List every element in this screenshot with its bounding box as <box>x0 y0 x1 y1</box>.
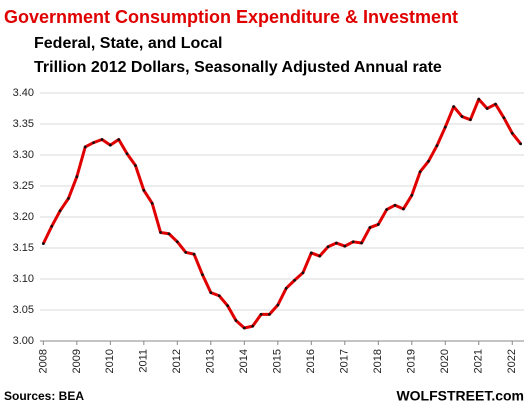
chart-subtitle: Federal, State, and Local <box>34 35 223 52</box>
data-point <box>494 102 497 106</box>
x-tick-label: 2016 <box>305 349 317 373</box>
data-point <box>125 152 129 156</box>
data-point <box>435 144 439 148</box>
y-tick-label: 3.20 <box>13 211 34 223</box>
x-tick-label: 2012 <box>171 349 183 373</box>
data-point <box>385 208 389 211</box>
data-point <box>58 209 62 213</box>
y-tick-label: 3.40 <box>13 87 34 99</box>
x-tick-label: 2019 <box>406 349 418 373</box>
data-point <box>293 278 296 282</box>
data-point <box>184 250 188 254</box>
source-note: Sources: BEA <box>4 389 84 403</box>
data-point <box>360 241 363 245</box>
data-point <box>519 142 523 146</box>
data-point <box>410 193 414 197</box>
data-point <box>452 105 456 109</box>
x-tick-label: 2017 <box>339 349 351 373</box>
data-point <box>159 231 162 234</box>
y-tick-label: 3.30 <box>13 149 34 161</box>
y-tick-label: 3.10 <box>13 273 34 285</box>
data-point <box>92 141 95 145</box>
data-point <box>276 303 280 307</box>
data-point <box>485 107 489 110</box>
data-point <box>167 232 171 236</box>
data-point <box>117 138 121 141</box>
x-tick-label: 2015 <box>272 349 284 373</box>
credit: WOLFSTREET.com <box>396 388 524 404</box>
data-point <box>83 145 87 149</box>
data-point <box>217 294 221 298</box>
data-point <box>427 159 430 163</box>
data-point <box>50 224 54 228</box>
data-point <box>201 273 204 277</box>
data-point <box>376 223 380 226</box>
data-point <box>234 319 238 322</box>
x-tick-label: 2013 <box>205 349 217 373</box>
data-line <box>41 97 522 330</box>
chart-subtitle: Trillion 2012 Dollars, Seasonally Adjust… <box>34 59 442 76</box>
data-point <box>226 304 229 308</box>
data-point <box>368 226 372 229</box>
data-point <box>284 286 288 290</box>
data-point <box>318 254 322 258</box>
data-point <box>477 97 481 101</box>
data-point <box>393 203 397 207</box>
data-point <box>67 197 70 200</box>
data-point <box>209 291 213 295</box>
data-point <box>469 118 472 122</box>
data-point <box>443 125 447 129</box>
data-point <box>192 252 196 256</box>
data-point <box>351 240 355 244</box>
data-point <box>301 271 305 275</box>
data-point <box>134 164 137 167</box>
x-tick-label: 2018 <box>372 349 384 373</box>
data-point <box>150 201 154 205</box>
x-tick-label: 2011 <box>138 349 150 373</box>
x-tick-label: 2008 <box>37 349 49 373</box>
data-point <box>251 324 255 328</box>
y-tick-label: 3.25 <box>13 180 34 192</box>
x-tick-label: 2009 <box>71 349 83 373</box>
data-point <box>259 312 263 316</box>
data-point <box>242 326 246 330</box>
data-point <box>460 115 464 118</box>
data-point <box>142 188 146 192</box>
x-tick-label: 2010 <box>104 349 116 373</box>
data-point <box>100 138 104 141</box>
x-tick-label: 2021 <box>473 349 485 373</box>
data-point <box>268 312 271 316</box>
data-point <box>402 207 405 211</box>
data-point <box>418 170 422 174</box>
x-tick-label: 2014 <box>238 349 250 373</box>
data-point <box>510 131 514 135</box>
y-tick-label: 3.05 <box>13 304 34 316</box>
data-point <box>326 245 330 249</box>
x-tick-label: 2020 <box>439 349 451 373</box>
data-point <box>108 143 112 147</box>
y-tick-label: 3.00 <box>13 335 34 347</box>
data-point <box>41 242 45 246</box>
data-point <box>335 241 338 245</box>
data-point <box>175 240 179 244</box>
y-tick-label: 3.35 <box>13 118 34 130</box>
data-point <box>502 116 506 120</box>
x-tick-label: 2022 <box>506 349 518 373</box>
chart-title: Government Consumption Expenditure & Inv… <box>4 7 458 27</box>
y-tick-label: 3.15 <box>13 242 34 254</box>
data-point <box>75 175 79 179</box>
data-point <box>309 251 313 255</box>
data-point <box>343 244 347 248</box>
